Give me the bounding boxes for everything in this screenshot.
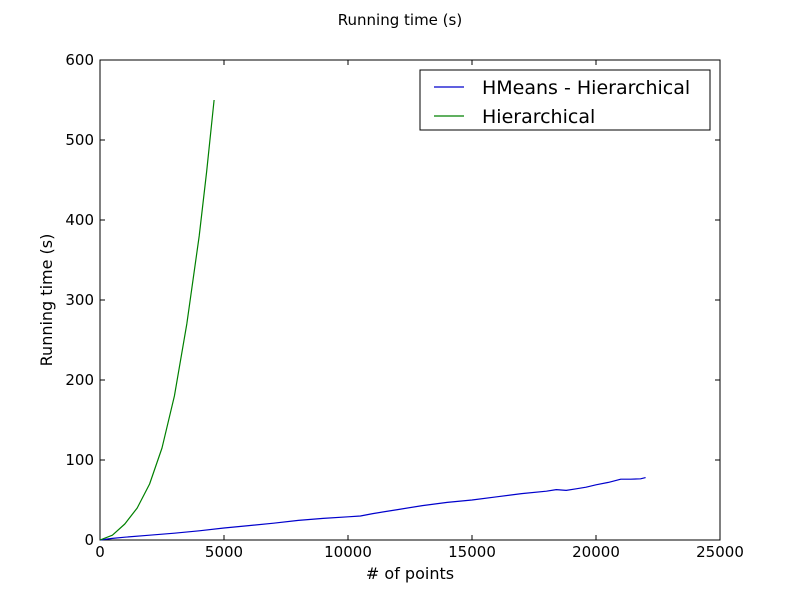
series-line-1 <box>99 477 646 541</box>
y-tick-label: 600 <box>65 51 94 69</box>
y-tick-label: 200 <box>65 371 94 389</box>
legend-label-2: Hierarchical <box>482 106 595 128</box>
x-tick-label: 0 <box>95 543 105 561</box>
x-tick-label: 5000 <box>205 543 243 561</box>
plot-area: 0 5000 10000 15000 20000 25000 0 100 200 300 400 5… <box>65 51 744 561</box>
y-tick-label: 0 <box>84 531 94 549</box>
y-tick-label: 500 <box>65 131 94 149</box>
x-tick-label: 20000 <box>572 543 620 561</box>
x-axis-label: # of points <box>366 564 454 583</box>
y-tick-label: 100 <box>65 451 94 469</box>
x-tick-label: 25000 <box>696 543 744 561</box>
series-line-2 <box>99 99 215 541</box>
y-tick-label: 300 <box>65 291 94 309</box>
legend-box <box>419 69 711 131</box>
series-lines <box>99 99 646 541</box>
chart-title: Running time (s) <box>338 11 462 29</box>
x-tick-label: 15000 <box>448 543 496 561</box>
x-axis-ticks: 0 5000 10000 15000 20000 25000 <box>95 60 744 561</box>
x-tick-label: 10000 <box>324 543 372 561</box>
y-axis-label: Running time (s) <box>37 234 56 367</box>
legend: HMeans - Hierarchical Hierarchical <box>419 69 711 131</box>
legend-label-1: HMeans - Hierarchical <box>482 77 690 99</box>
plot-frame <box>99 59 721 541</box>
y-tick-label: 400 <box>65 211 94 229</box>
